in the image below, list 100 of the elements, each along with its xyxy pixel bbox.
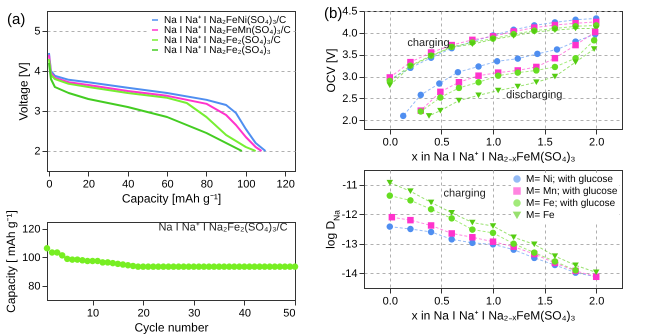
x-tick-label: 10 (86, 308, 100, 320)
point (475, 63, 482, 70)
point (407, 226, 414, 232)
x-tick-label: 50 (283, 308, 296, 320)
point (514, 84, 522, 90)
x-tick-label: 0.0 (382, 296, 398, 308)
point (407, 188, 414, 194)
y-axis-title: Capacity [ mAh g⁻¹] (4, 210, 18, 313)
point (572, 26, 579, 32)
point (469, 226, 476, 233)
point (572, 42, 579, 48)
x-tick-label: 0.5 (434, 136, 450, 148)
point (590, 46, 598, 52)
point (54, 249, 60, 256)
x-tick-label: 40 (122, 178, 134, 190)
point (469, 220, 476, 226)
x-tick-label: 2.0 (589, 136, 604, 148)
y-tick-label: 100 (22, 252, 40, 264)
point (552, 253, 558, 259)
x-tick-label: 20 (138, 308, 150, 320)
point (552, 54, 558, 62)
x-axis-title: Capacity [mAh g⁻¹] (122, 192, 222, 206)
point (428, 228, 434, 236)
x-tick-label: 1.5 (537, 136, 553, 148)
point (475, 72, 482, 79)
point (490, 238, 496, 245)
y-tick-label: 2 (34, 146, 40, 158)
y-axis-title: Voltage [V] (16, 62, 30, 121)
x-axis-title: x in Na I Na⁺ I Na₂₋ₓFeM(SO₄)₃ (412, 150, 576, 164)
point (386, 223, 394, 230)
point (510, 234, 517, 240)
x-tick-label: 120 (276, 178, 295, 190)
chart-title: (b) (324, 5, 342, 22)
point (386, 192, 394, 199)
legend-label: M= Ni; with glucose (526, 174, 614, 185)
point (407, 197, 414, 204)
x-tick-label: 2.0 (589, 296, 604, 308)
point (514, 55, 522, 62)
point (426, 113, 432, 119)
point (510, 33, 517, 39)
x-tick-label: 1.5 (537, 296, 553, 308)
point (510, 240, 517, 247)
point (448, 230, 455, 237)
point (428, 200, 434, 206)
point (456, 84, 462, 92)
point (572, 262, 579, 268)
y-tick-label: -11 (342, 179, 358, 192)
y-tick-label: 4.5 (342, 6, 358, 18)
point (418, 92, 424, 98)
point (386, 180, 394, 186)
legend-label: Na I Na⁺ I Na₂FeMn(SO₄)₃/C (164, 25, 291, 36)
point (552, 64, 558, 70)
y-tick-label: 3.5 (342, 49, 358, 62)
point (533, 67, 540, 74)
x-tick-label: 1.0 (486, 296, 502, 308)
legend-label: M= Mn; with glucose (526, 186, 618, 197)
y-tick-label: 80 (28, 280, 40, 292)
y-tick-label: 120 (22, 224, 40, 236)
legend-label: Na I Na⁺ I Na₂Fe₂(SO₄)₃ (164, 45, 271, 56)
x-tick-label: 60 (161, 178, 174, 190)
point (454, 68, 462, 76)
annotation: charging (407, 36, 450, 49)
y-tick-label: 2.0 (342, 114, 358, 127)
legend-label: M= Fe; with glucose (526, 198, 616, 209)
point (448, 210, 455, 216)
point (388, 214, 396, 220)
y-tick-label: 4.0 (342, 27, 358, 40)
legend-label: M= Fe (526, 210, 556, 221)
point (428, 222, 434, 229)
point (592, 270, 600, 276)
point (407, 216, 414, 224)
y-axis-title: OCV [V] (324, 48, 338, 93)
x-tick-label: 20 (82, 178, 95, 190)
y-tick-label: 4 (34, 66, 40, 78)
y-tick-label: 5 (34, 26, 40, 38)
point (534, 50, 541, 58)
point (292, 263, 298, 270)
point (494, 58, 500, 64)
point (533, 79, 540, 86)
x-tick-label: 0.5 (434, 296, 450, 308)
annotation: discharging (506, 88, 562, 101)
x-tick-label: 30 (188, 308, 200, 320)
point (456, 78, 462, 86)
point (58, 252, 66, 259)
point (437, 108, 444, 114)
chart-title: (a) (7, 11, 26, 28)
point (494, 88, 502, 94)
y-tick-label: -13 (342, 238, 358, 250)
point (490, 230, 496, 236)
x-tick-label: 0 (46, 178, 53, 190)
point (475, 79, 482, 86)
x-tick-label: 40 (238, 308, 252, 320)
point (456, 98, 462, 104)
point (437, 94, 444, 101)
legend-label: Na I Na⁺ I Na₂Fe₂(SO₄)₃/C (164, 35, 281, 46)
point (469, 234, 476, 240)
y-tick-label: 3 (34, 106, 40, 118)
y-tick-label: 2.5 (342, 92, 358, 105)
point (436, 80, 443, 87)
point (554, 46, 560, 53)
